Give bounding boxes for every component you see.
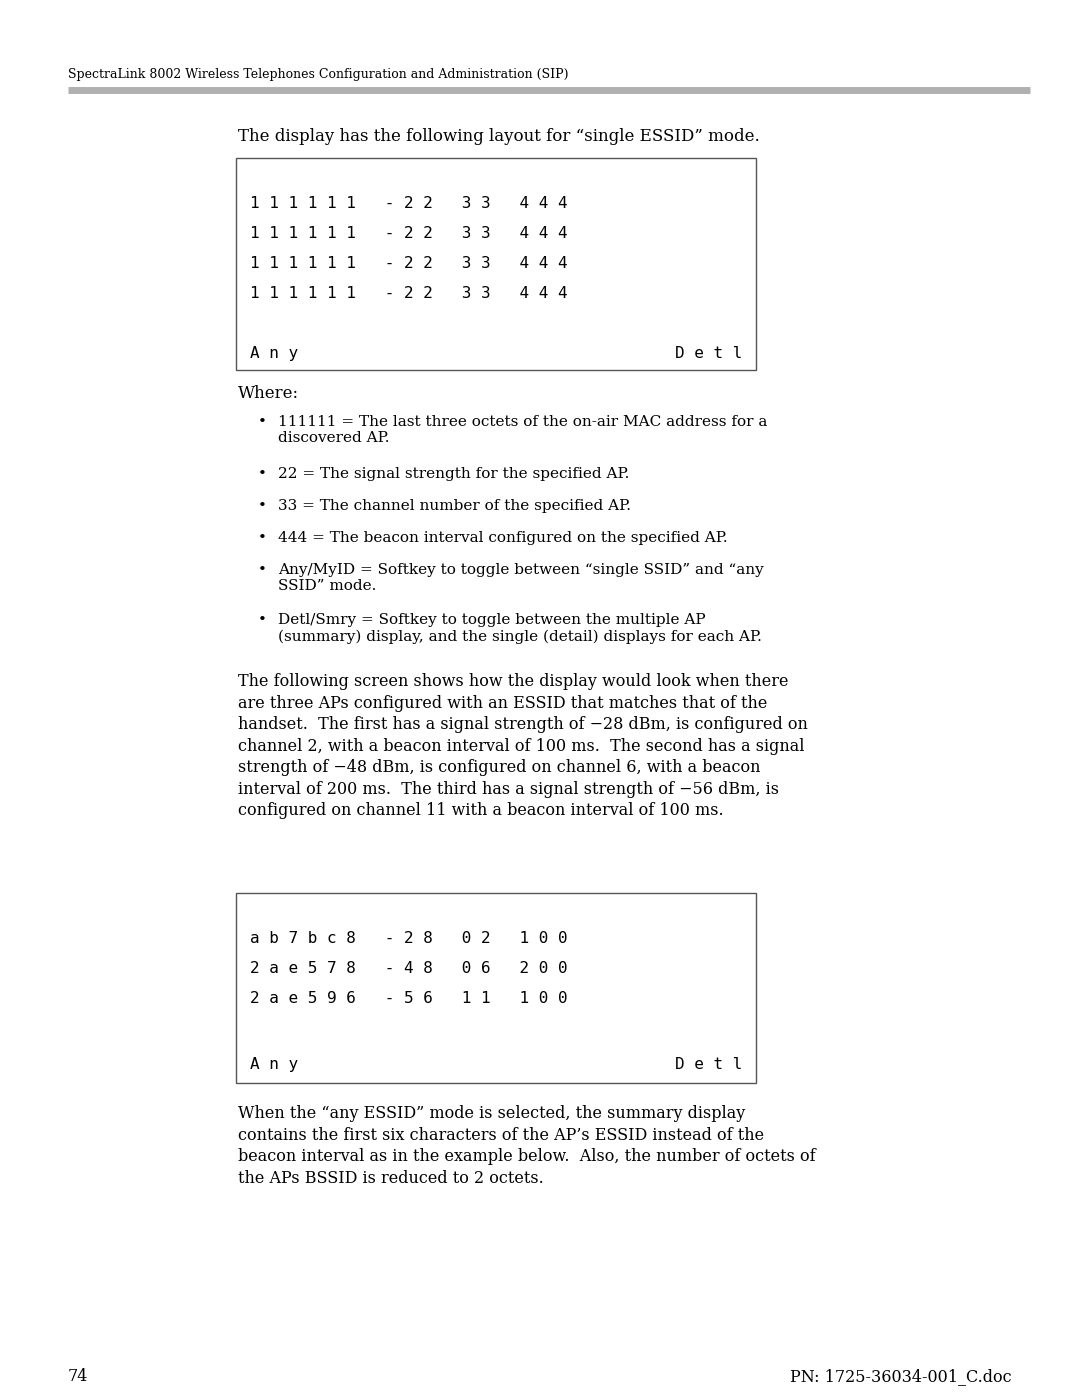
Text: 2 a e 5 7 8   - 4 8   0 6   2 0 0: 2 a e 5 7 8 - 4 8 0 6 2 0 0 bbox=[249, 961, 568, 977]
Text: •: • bbox=[258, 467, 267, 481]
Text: The display has the following layout for “single ESSID” mode.: The display has the following layout for… bbox=[238, 129, 759, 145]
Text: Detl/Smry = Softkey to toggle between the multiple AP
(summary) display, and the: Detl/Smry = Softkey to toggle between th… bbox=[278, 613, 761, 644]
Text: The following screen shows how the display would look when there
are three APs c: The following screen shows how the displ… bbox=[238, 673, 808, 819]
Text: 1 1 1 1 1 1   - 2 2   3 3   4 4 4: 1 1 1 1 1 1 - 2 2 3 3 4 4 4 bbox=[249, 226, 568, 242]
Text: PN: 1725-36034-001_C.doc: PN: 1725-36034-001_C.doc bbox=[791, 1368, 1012, 1384]
Text: D e t l: D e t l bbox=[675, 1058, 742, 1071]
Text: 33 = The channel number of the specified AP.: 33 = The channel number of the specified… bbox=[278, 499, 631, 513]
Text: 2 a e 5 9 6   - 5 6   1 1   1 0 0: 2 a e 5 9 6 - 5 6 1 1 1 0 0 bbox=[249, 990, 568, 1006]
Text: D e t l: D e t l bbox=[675, 346, 742, 360]
Text: A n y: A n y bbox=[249, 1058, 298, 1071]
Bar bbox=[237, 893, 756, 1083]
Text: 1 1 1 1 1 1   - 2 2   3 3   4 4 4: 1 1 1 1 1 1 - 2 2 3 3 4 4 4 bbox=[249, 256, 568, 271]
Text: 74: 74 bbox=[68, 1368, 89, 1384]
Text: •: • bbox=[258, 531, 267, 545]
Text: SpectraLink 8002 Wireless Telephones Configuration and Administration (SIP): SpectraLink 8002 Wireless Telephones Con… bbox=[68, 68, 568, 81]
Text: 1 1 1 1 1 1   - 2 2   3 3   4 4 4: 1 1 1 1 1 1 - 2 2 3 3 4 4 4 bbox=[249, 286, 568, 300]
Text: 111111 = The last three octets of the on-air MAC address for a
discovered AP.: 111111 = The last three octets of the on… bbox=[278, 415, 768, 446]
Text: •: • bbox=[258, 563, 267, 577]
Text: A n y: A n y bbox=[249, 346, 298, 360]
Text: •: • bbox=[258, 499, 267, 513]
Text: •: • bbox=[258, 613, 267, 627]
Text: Any/MyID = Softkey to toggle between “single SSID” and “any
SSID” mode.: Any/MyID = Softkey to toggle between “si… bbox=[278, 563, 764, 594]
Text: 22 = The signal strength for the specified AP.: 22 = The signal strength for the specifi… bbox=[278, 467, 630, 481]
Bar bbox=[237, 158, 756, 370]
Text: 444 = The beacon interval configured on the specified AP.: 444 = The beacon interval configured on … bbox=[278, 531, 728, 545]
Text: When the “any ESSID” mode is selected, the summary display
contains the first si: When the “any ESSID” mode is selected, t… bbox=[238, 1105, 815, 1186]
Text: Where:: Where: bbox=[238, 386, 299, 402]
Text: a b 7 b c 8   - 2 8   0 2   1 0 0: a b 7 b c 8 - 2 8 0 2 1 0 0 bbox=[249, 930, 568, 946]
Text: •: • bbox=[258, 415, 267, 429]
Text: 1 1 1 1 1 1   - 2 2   3 3   4 4 4: 1 1 1 1 1 1 - 2 2 3 3 4 4 4 bbox=[249, 196, 568, 211]
